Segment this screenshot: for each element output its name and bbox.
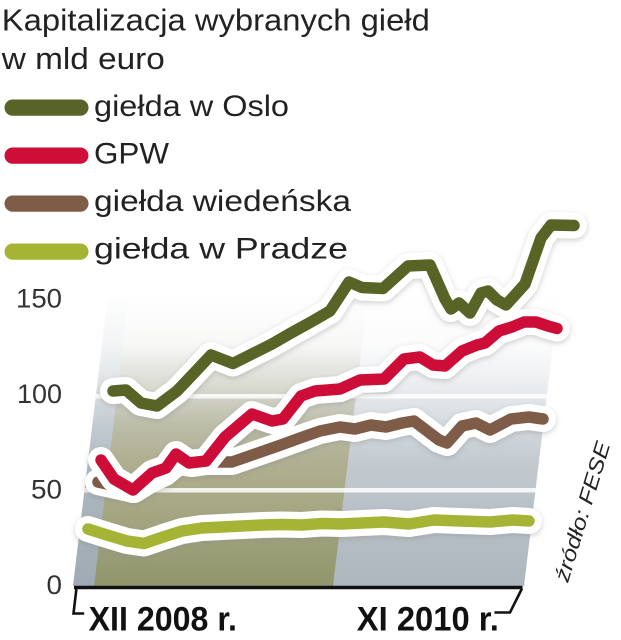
svg-text:0: 0 <box>47 570 63 600</box>
svg-text:giełda w Pradze: giełda w Pradze <box>94 233 348 266</box>
svg-text:giełda w Oslo: giełda w Oslo <box>94 90 289 123</box>
svg-text:XII 2008 r.: XII 2008 r. <box>89 601 237 639</box>
svg-text:źródło: FESE: źródło: FESE <box>550 438 615 586</box>
svg-text:Kapitalizacja wybranych giełd: Kapitalizacja wybranych giełd <box>2 3 430 38</box>
svg-text:GPW: GPW <box>94 138 170 171</box>
svg-text:giełda wiedeńska: giełda wiedeńska <box>94 185 351 218</box>
svg-text:w mld euro: w mld euro <box>1 41 165 76</box>
svg-text:50: 50 <box>31 475 62 505</box>
svg-text:150: 150 <box>16 284 62 314</box>
svg-text:XI 2010 r.: XI 2010 r. <box>357 601 499 639</box>
svg-text:100: 100 <box>17 379 62 409</box>
